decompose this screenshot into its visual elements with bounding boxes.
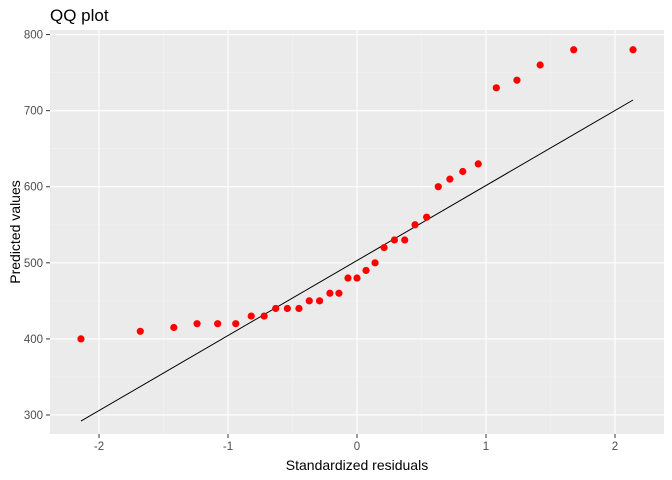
y-tick-label: 500 xyxy=(24,258,43,270)
x-tick-label: -1 xyxy=(223,441,233,453)
x-tick-label: 1 xyxy=(483,441,489,453)
data-point xyxy=(247,312,255,320)
data-point xyxy=(214,320,222,328)
data-point xyxy=(353,274,361,282)
y-axis: 300 400 500 600 700 800 xyxy=(24,30,50,422)
y-tick-label: 700 xyxy=(24,106,43,118)
data-point xyxy=(326,289,334,297)
data-point xyxy=(344,274,352,282)
data-point xyxy=(193,320,201,328)
y-tick-label: 400 xyxy=(24,334,43,346)
y-tick-label: 300 xyxy=(24,410,43,422)
reference-line xyxy=(80,99,634,422)
data-point xyxy=(335,289,343,297)
data-point xyxy=(434,183,442,191)
data-point xyxy=(570,46,578,54)
data-point xyxy=(170,323,178,332)
data-point xyxy=(283,304,291,313)
data-point xyxy=(315,297,324,305)
x-tick-label: 2 xyxy=(612,441,618,453)
x-axis: -2 -1 0 1 2 xyxy=(94,434,618,453)
data-point xyxy=(411,221,419,229)
data-point xyxy=(492,84,500,92)
x-tick-label: 0 xyxy=(354,441,360,453)
data-point xyxy=(536,61,544,69)
data-point xyxy=(362,266,370,275)
data-point xyxy=(371,259,379,267)
data-point xyxy=(390,236,399,244)
x-tick-label: -2 xyxy=(94,441,104,453)
data-point xyxy=(513,76,521,84)
data-point xyxy=(136,327,144,335)
data-point xyxy=(401,236,409,244)
data-point xyxy=(459,167,467,176)
y-axis-title: Predicted values xyxy=(7,180,23,284)
data-point xyxy=(305,297,313,305)
data-point xyxy=(629,46,637,54)
data-point xyxy=(260,312,268,320)
y-tick-label: 800 xyxy=(24,30,43,42)
data-point xyxy=(380,243,388,252)
data-point xyxy=(474,160,482,168)
data-point xyxy=(295,304,303,313)
reference-line-group xyxy=(80,99,634,422)
data-point xyxy=(446,175,454,183)
data-point xyxy=(77,335,85,343)
data-points xyxy=(77,46,637,343)
data-point xyxy=(232,320,240,328)
y-tick-label: 600 xyxy=(24,182,43,194)
major-gridlines xyxy=(50,30,664,434)
chart-title: QQ plot xyxy=(50,6,109,25)
data-point xyxy=(423,213,431,221)
data-point xyxy=(272,304,280,313)
x-axis-title: Standardized residuals xyxy=(286,457,428,473)
